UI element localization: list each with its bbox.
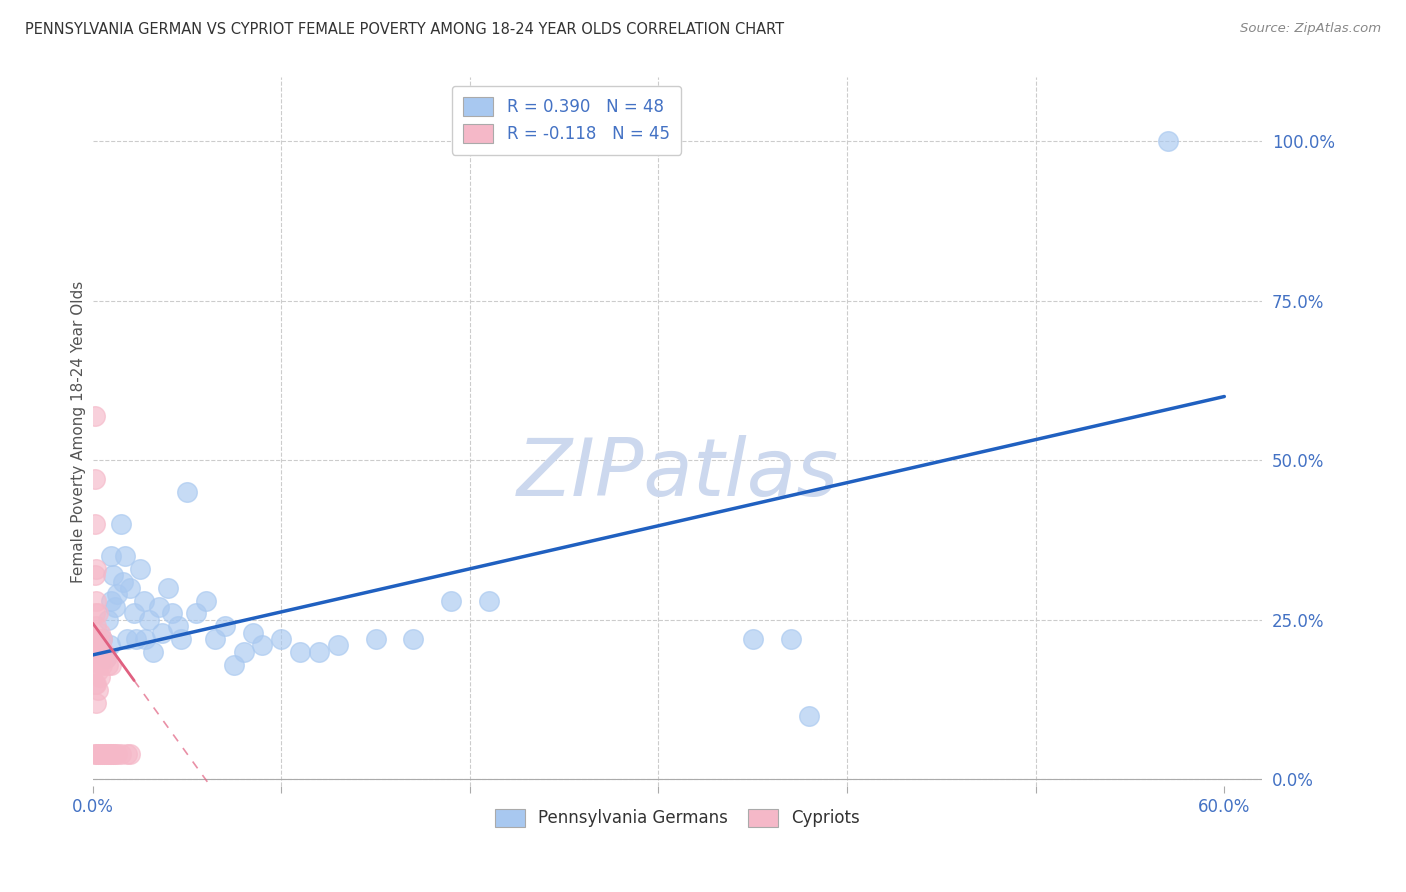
Point — [94, 747, 117, 761]
Point — [91, 632, 114, 646]
Point — [87, 747, 110, 761]
Point — [132, 593, 155, 607]
Point — [114, 549, 136, 563]
Point — [93, 645, 115, 659]
Point — [86, 562, 108, 576]
Point — [214, 619, 236, 633]
Point — [308, 645, 330, 659]
Point — [87, 632, 110, 646]
Point — [91, 657, 114, 672]
Point — [83, 676, 105, 690]
Point — [86, 593, 108, 607]
Point — [242, 625, 264, 640]
Point — [186, 607, 208, 621]
Point — [134, 632, 156, 646]
Point — [94, 651, 117, 665]
Text: Source: ZipAtlas.com: Source: ZipAtlas.com — [1240, 22, 1381, 36]
Point — [100, 657, 122, 672]
Point — [111, 574, 134, 589]
Point — [779, 632, 801, 646]
Point — [364, 632, 387, 646]
Point — [86, 657, 108, 672]
Point — [166, 619, 188, 633]
Legend: Pennsylvania Germans, Cypriots: Pennsylvania Germans, Cypriots — [488, 802, 866, 834]
Point — [104, 600, 127, 615]
Point — [148, 600, 170, 615]
Point — [93, 747, 115, 761]
Point — [91, 632, 114, 646]
Point — [176, 485, 198, 500]
Point — [86, 696, 108, 710]
Point — [87, 607, 110, 621]
Point — [83, 632, 105, 646]
Point — [86, 639, 108, 653]
Point — [97, 657, 120, 672]
Point — [120, 747, 142, 761]
Point — [87, 683, 110, 698]
Point — [83, 409, 105, 423]
Point — [104, 747, 127, 761]
Point — [83, 747, 105, 761]
Point — [170, 632, 193, 646]
Point — [194, 593, 217, 607]
Point — [87, 645, 110, 659]
Point — [120, 581, 142, 595]
Point — [97, 613, 120, 627]
Point — [94, 651, 117, 665]
Point — [799, 708, 821, 723]
Point — [86, 619, 108, 633]
Point — [125, 632, 148, 646]
Point — [103, 747, 125, 761]
Point — [83, 651, 105, 665]
Point — [83, 517, 105, 532]
Point — [288, 645, 311, 659]
Point — [110, 747, 132, 761]
Point — [100, 549, 122, 563]
Point — [232, 645, 254, 659]
Point — [103, 568, 125, 582]
Point — [326, 639, 349, 653]
Point — [100, 593, 122, 607]
Point — [98, 747, 121, 761]
Point — [270, 632, 292, 646]
Point — [97, 747, 120, 761]
Point — [741, 632, 763, 646]
Point — [157, 581, 180, 595]
Point — [89, 625, 111, 640]
Point — [100, 747, 122, 761]
Point — [105, 747, 128, 761]
Point — [478, 593, 501, 607]
Point — [142, 645, 165, 659]
Point — [86, 676, 108, 690]
Point — [252, 639, 274, 653]
Point — [115, 747, 138, 761]
Point — [83, 473, 105, 487]
Point — [89, 670, 111, 684]
Point — [91, 747, 114, 761]
Point — [87, 664, 110, 678]
Point — [402, 632, 425, 646]
Point — [152, 625, 174, 640]
Point — [115, 632, 138, 646]
Point — [98, 639, 121, 653]
Point — [86, 747, 108, 761]
Point — [83, 607, 105, 621]
Text: PENNSYLVANIA GERMAN VS CYPRIOT FEMALE POVERTY AMONG 18-24 YEAR OLDS CORRELATION : PENNSYLVANIA GERMAN VS CYPRIOT FEMALE PO… — [25, 22, 785, 37]
Point — [110, 517, 132, 532]
Point — [128, 562, 150, 576]
Point — [160, 607, 183, 621]
Point — [1157, 134, 1180, 148]
Point — [83, 568, 105, 582]
Y-axis label: Female Poverty Among 18-24 Year Olds: Female Poverty Among 18-24 Year Olds — [72, 280, 86, 582]
Point — [105, 587, 128, 601]
Point — [122, 607, 145, 621]
Point — [204, 632, 226, 646]
Text: ZIPatlas: ZIPatlas — [516, 435, 838, 513]
Point — [89, 651, 111, 665]
Point — [222, 657, 245, 672]
Point — [440, 593, 463, 607]
Point — [89, 747, 111, 761]
Point — [138, 613, 160, 627]
